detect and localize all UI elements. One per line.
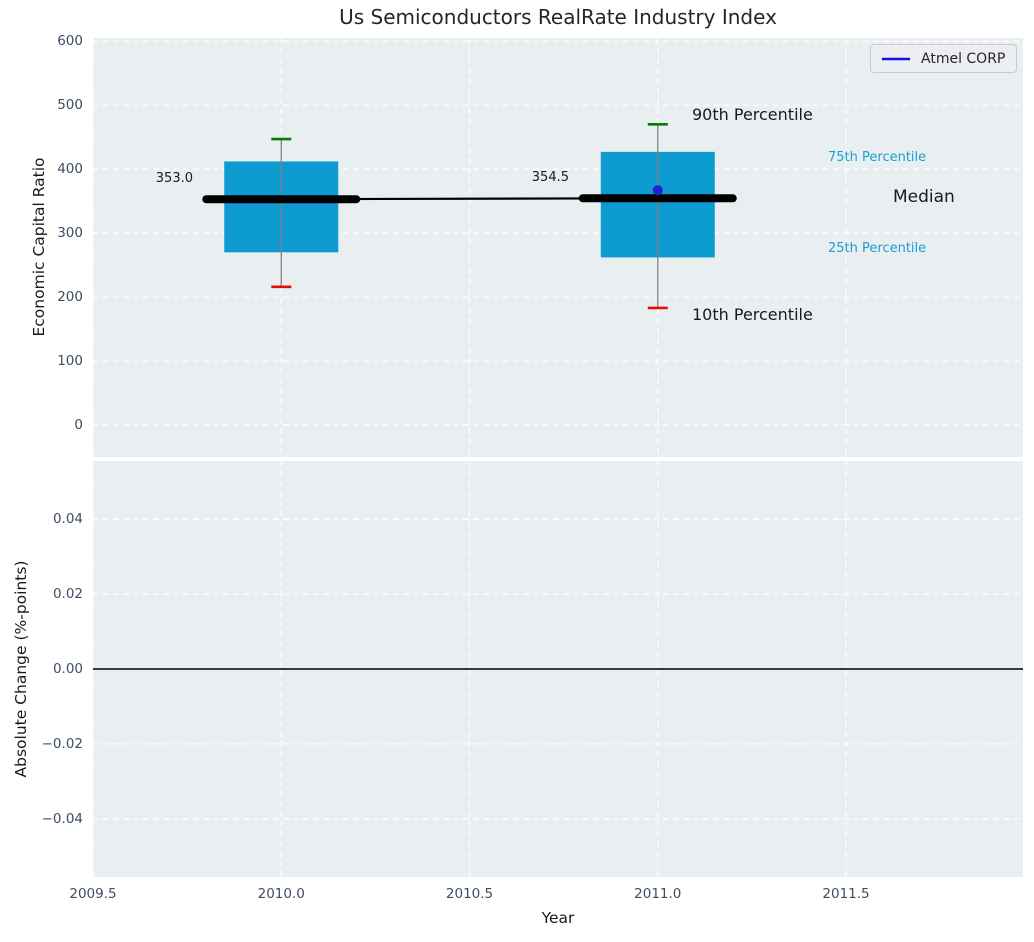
chart-title: Us Semiconductors RealRate Industry Inde… — [339, 5, 777, 29]
label-25th-percentile: 25th Percentile — [828, 241, 927, 256]
ytick-top: 300 — [57, 225, 83, 242]
ytick-top: 100 — [57, 353, 83, 370]
label-75th-percentile: 75th Percentile — [828, 150, 927, 165]
ytick-bottom: 0.04 — [52, 511, 83, 528]
median-annotation-2011: 354.5 — [531, 170, 569, 185]
ytick-bottom: −0.04 — [41, 810, 83, 827]
ytick-bottom: 0.00 — [52, 661, 83, 677]
xtick: 2011.0 — [634, 886, 682, 902]
xtick: 2010.0 — [257, 886, 305, 902]
ytick-bottom: 0.02 — [52, 586, 83, 603]
xtick: 2010.5 — [445, 886, 494, 902]
legend: Atmel CORP — [870, 44, 1017, 73]
ytick-top: 500 — [57, 97, 83, 114]
ytick-top: 400 — [57, 161, 83, 178]
legend-line-icon — [882, 57, 910, 60]
xtick: 2009.5 — [69, 886, 117, 902]
ytick-top: 0 — [74, 417, 83, 433]
ytick-top: 600 — [57, 33, 83, 50]
legend-label: Atmel CORP — [921, 50, 1006, 67]
ytick-bottom: −0.02 — [41, 735, 83, 752]
label-90th-percentile: 90th Percentile — [692, 105, 813, 124]
median-annotation-2010: 353.0 — [155, 171, 193, 186]
y-axis-label-top: Economic Capital Ratio — [30, 157, 48, 337]
xtick: 2011.5 — [822, 886, 870, 902]
ytick-top: 200 — [57, 289, 83, 306]
label-median: Median — [893, 187, 955, 207]
label-10th-percentile: 10th Percentile — [692, 305, 813, 324]
x-axis-label: Year — [541, 909, 575, 927]
